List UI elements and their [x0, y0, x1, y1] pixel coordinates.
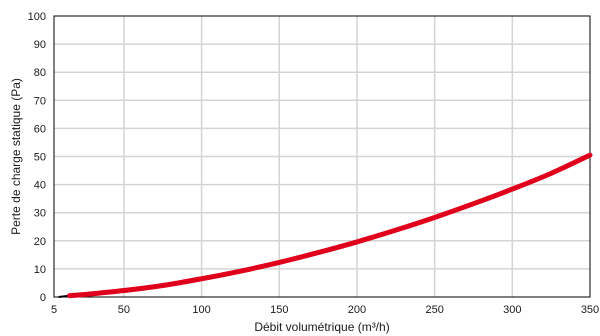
- x-axis-title: Débit volumétrique (m³/h): [254, 320, 389, 334]
- tick-labels: 5 50 100 150 200 250 300 350 0 10 20 30 40 50 60 70 80 90…: [28, 11, 600, 316]
- series-lead-in: [58, 294, 69, 298]
- y-tick-label: 30: [34, 208, 46, 220]
- y-tick-label: 0: [40, 292, 46, 304]
- y-tick-label: 20: [34, 236, 46, 248]
- series-layer: [58, 152, 593, 299]
- y-tick-label: 40: [34, 180, 46, 192]
- y-tick-label: 50: [34, 152, 46, 164]
- x-tick-label: 300: [503, 304, 521, 316]
- x-tick-label: 200: [348, 304, 366, 316]
- y-tick-label: 80: [34, 67, 46, 79]
- series-line-0: [67, 152, 593, 299]
- y-tick-label: 10: [34, 264, 46, 276]
- x-tick-label: 150: [270, 304, 288, 316]
- y-tick-label: 100: [28, 11, 46, 23]
- y-tick-label: 60: [34, 123, 46, 135]
- y-tick-label: 70: [34, 95, 46, 107]
- x-tick-label: 100: [192, 304, 210, 316]
- x-tick-label: 350: [581, 304, 599, 316]
- y-tick-label: 90: [34, 39, 46, 51]
- x-tick-label: 50: [118, 304, 130, 316]
- y-axis-title: Perte de charge statique (Pa): [9, 78, 23, 235]
- x-tick-label: 5: [51, 304, 57, 316]
- grid: [54, 16, 590, 297]
- x-tick-label: 250: [425, 304, 443, 316]
